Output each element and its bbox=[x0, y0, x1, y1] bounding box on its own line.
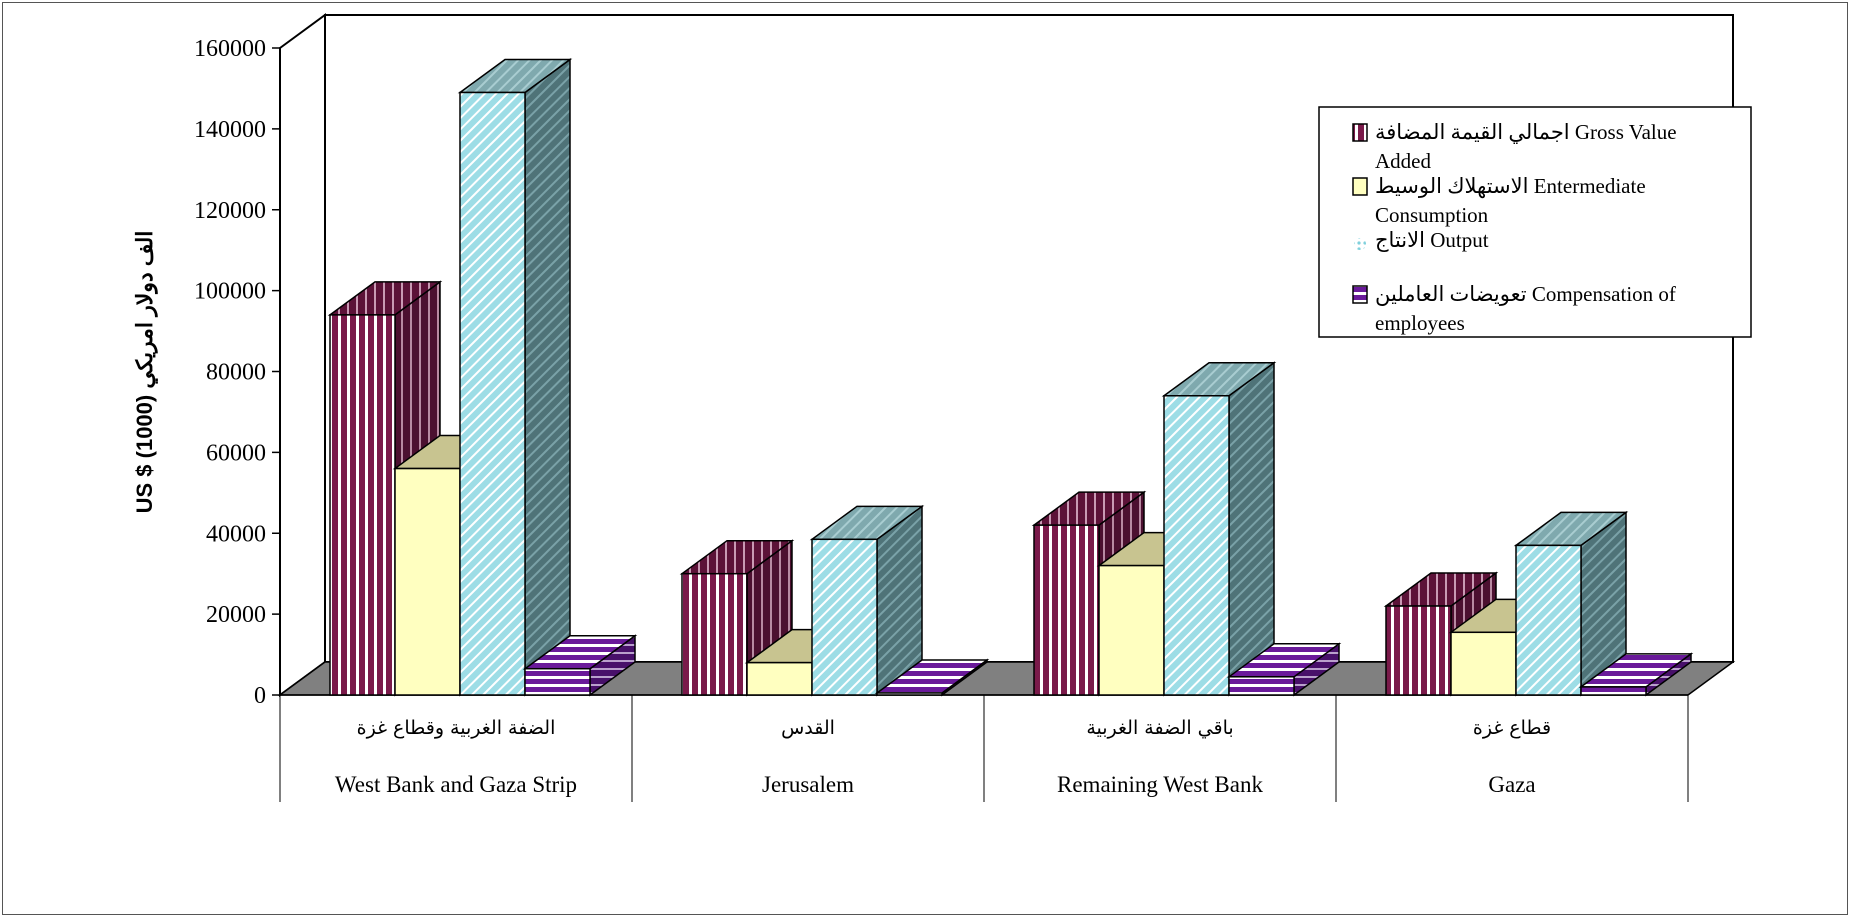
legend-label: تعويضات العاملين Compensation of bbox=[1375, 282, 1676, 306]
bar-front bbox=[329, 314, 396, 696]
y-tick-label: 140000 bbox=[194, 117, 266, 143]
y-ticks: 0 20000 40000 60000 80000 100000 120000 140000 1… bbox=[194, 36, 280, 709]
bars bbox=[327, 58, 1694, 697]
bar-front bbox=[681, 572, 748, 696]
bar bbox=[1226, 642, 1342, 697]
legend-label: employees bbox=[1375, 311, 1465, 335]
bar-front bbox=[1450, 631, 1517, 696]
legend-label: الانتاج Output bbox=[1375, 228, 1489, 253]
bar-side bbox=[1228, 361, 1275, 697]
bar-front bbox=[1515, 544, 1582, 696]
legend-items: اجمالي القيمة المضافة Gross ValueAddedال… bbox=[1352, 120, 1677, 335]
y-tick-label: 160000 bbox=[194, 36, 266, 62]
side-wall bbox=[279, 13, 326, 697]
category-labels: الضفة الغربية وقطاع غزة West Bank and Gaz… bbox=[335, 717, 1551, 797]
legend-box bbox=[1318, 106, 1752, 338]
y-tick-label: 120000 bbox=[194, 198, 266, 224]
bar bbox=[1578, 652, 1694, 697]
bar-front bbox=[524, 667, 591, 696]
bar-front bbox=[1033, 524, 1100, 696]
category-label-english: West Bank and Gaza Strip bbox=[335, 772, 577, 797]
legend-swatch bbox=[1352, 177, 1368, 196]
y-axis-label: US $ (1000) الف دولار امريكي bbox=[132, 231, 158, 514]
legend-label: Consumption bbox=[1375, 203, 1489, 227]
legend-label: Added bbox=[1375, 149, 1431, 173]
bar-front bbox=[876, 692, 943, 696]
legend-label: الاستهلاك الوسيط Entermediate bbox=[1375, 174, 1646, 198]
legend-swatch bbox=[1352, 123, 1368, 142]
y-tick-label: 40000 bbox=[206, 521, 266, 547]
bar-front bbox=[811, 538, 878, 696]
legend-label: اجمالي القيمة المضافة Gross Value bbox=[1375, 120, 1677, 144]
bar-front bbox=[746, 661, 813, 696]
bar bbox=[809, 504, 925, 697]
y-tick-label: 20000 bbox=[206, 602, 266, 628]
legend-swatch bbox=[1352, 285, 1368, 304]
bar-front bbox=[1580, 686, 1647, 696]
bar-front bbox=[1385, 605, 1452, 696]
category-label-english: Gaza bbox=[1488, 772, 1535, 797]
category-label-english: Jerusalem bbox=[762, 772, 854, 797]
legend: اجمالي القيمة المضافة Gross ValueAddedال… bbox=[1318, 106, 1752, 338]
bar-front bbox=[1228, 676, 1295, 696]
y-tick-label: 60000 bbox=[206, 440, 266, 466]
category-label-arabic: الضفة الغربية وقطاع غزة bbox=[357, 717, 556, 739]
bar-front bbox=[1163, 395, 1230, 696]
y-tick-label: 100000 bbox=[194, 279, 266, 305]
bar bbox=[874, 658, 990, 697]
bar bbox=[1161, 361, 1277, 697]
y-tick-label: 80000 bbox=[206, 360, 266, 386]
category-label-english: Remaining West Bank bbox=[1057, 772, 1263, 797]
category-label-arabic: باقي الضفة الغربية bbox=[1086, 717, 1233, 739]
y-tick-label: 0 bbox=[254, 683, 266, 709]
bar bbox=[522, 634, 638, 697]
bar-front bbox=[459, 91, 526, 696]
legend-swatch bbox=[1354, 238, 1366, 250]
bar-front bbox=[394, 467, 461, 696]
category-label-arabic: القدس bbox=[781, 717, 835, 739]
bar-side bbox=[524, 58, 571, 697]
bar bbox=[457, 58, 573, 697]
category-label-arabic: قطاع غزة bbox=[1473, 717, 1551, 739]
bar-front bbox=[1098, 564, 1165, 696]
